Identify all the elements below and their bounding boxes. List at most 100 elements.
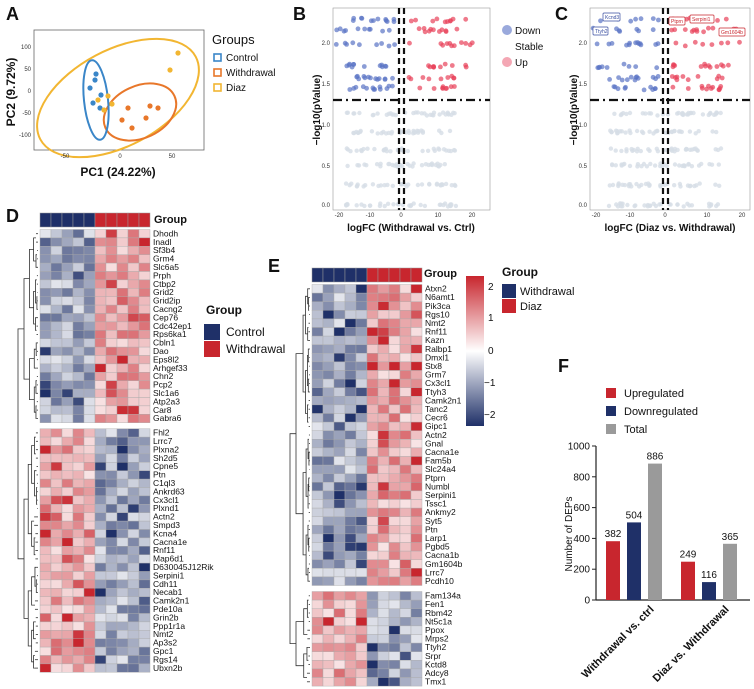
down-point (380, 28, 385, 34)
heatmap-cell (333, 499, 346, 509)
up-point (695, 74, 701, 79)
heatmap-d-legend-control-swatch (204, 324, 220, 340)
stable-point (627, 110, 633, 116)
gene-label: C1ql3 (153, 478, 175, 488)
heatmap-cell (50, 630, 63, 639)
heatmap-cell (377, 568, 390, 578)
heatmap-cell (83, 288, 96, 297)
heatmap-cell (39, 372, 52, 381)
heatmap-cell (366, 301, 379, 311)
down-point (619, 77, 625, 83)
heatmap-cell (366, 542, 379, 552)
down-point (654, 65, 660, 71)
pca-point (97, 105, 103, 111)
heatmap-cell (366, 677, 379, 687)
heatmap-cell (399, 482, 412, 492)
heatmap-cell (399, 525, 412, 535)
up-point (445, 75, 451, 80)
gene-label: Gpc1 (153, 646, 174, 656)
heatmap-cell (83, 663, 96, 673)
heatmap-cell (39, 554, 52, 564)
heatmap-cell (72, 646, 85, 656)
bar-legend-total-label: Total (624, 424, 647, 436)
heatmap-cell (127, 478, 140, 488)
heatmap-cell (322, 660, 335, 670)
heatmap-cell (311, 301, 324, 311)
heatmap-cell (39, 414, 52, 423)
heatmap-cell (377, 439, 390, 449)
heatmap-cell (138, 495, 151, 505)
heatmap-cell (72, 655, 85, 665)
gene-label: Grid2 (153, 287, 174, 297)
heatmap-cell (50, 313, 63, 323)
heatmap-cell (83, 546, 96, 555)
heatmap-cell (50, 397, 63, 407)
heatmap-cell (410, 404, 423, 414)
heatmap-cell (410, 387, 423, 397)
heatmap-cell (94, 529, 107, 539)
heatmap-cell (311, 353, 324, 363)
heatmap-cell (50, 428, 63, 438)
heatmap-d-legend-withdrawal-label: Withdrawal (226, 342, 285, 356)
down-point (333, 42, 339, 47)
heatmap-cell (105, 246, 118, 255)
dendrogram-branch (35, 579, 38, 593)
heatmap-cell (50, 388, 63, 398)
heatmap-cell (116, 428, 129, 438)
stable-point (607, 183, 612, 188)
heatmap-cell (72, 346, 85, 356)
stable-point (687, 203, 692, 208)
heatmap-cell (388, 499, 401, 509)
group-annotation-cell (388, 267, 401, 283)
heatmap-cell (39, 237, 52, 247)
heatmap-cell (333, 396, 346, 406)
heatmap-cell (127, 428, 140, 438)
heatmap-cell (39, 346, 52, 356)
heatmap-cell (138, 537, 151, 547)
stable-point (411, 110, 416, 116)
down-point (628, 18, 634, 24)
heatmap-cell (72, 279, 85, 289)
bar-value-label: 249 (680, 550, 697, 561)
stable-point (677, 163, 682, 168)
up-point (706, 83, 711, 89)
heatmap-cell (366, 353, 379, 363)
heatmap-cell (355, 660, 368, 670)
bar-legend-down-label: Downregulated (624, 406, 698, 418)
stable-point (608, 146, 614, 151)
heatmap-cell (61, 397, 74, 407)
heatmap-cell (61, 512, 74, 522)
group-annotation-cell (377, 267, 390, 283)
heatmap-cell (322, 396, 335, 406)
heatmap-cell (94, 330, 107, 339)
heatmap-cell (94, 363, 107, 373)
dendrogram-branch (307, 567, 309, 582)
heatmap-cell (127, 445, 140, 455)
down-point (391, 19, 397, 25)
heatmap-cell (61, 546, 74, 555)
gene-label: Pde10a (153, 604, 183, 614)
heatmap-cell (399, 473, 412, 483)
heatmap-cell (366, 608, 379, 618)
heatmap-cell (127, 279, 140, 289)
heatmap-cell (105, 638, 118, 648)
heatmap-cell (116, 462, 129, 471)
heatmap-cell (355, 413, 368, 423)
heatmap-cell (127, 453, 140, 463)
heatmap-cell (377, 499, 390, 509)
down-point (372, 87, 378, 92)
heatmap-cell (344, 430, 357, 440)
heatmap-cell (138, 554, 151, 564)
dendrogram-branch (307, 404, 309, 423)
heatmap-cell (72, 529, 85, 539)
gene-label: Cecr6 (425, 413, 448, 423)
volcano-c-xtick-1: -20 (592, 213, 601, 219)
down-point (384, 19, 390, 24)
heatmap-cell (410, 310, 423, 320)
gene-label: Tssc1 (425, 499, 447, 509)
control-ellipse (82, 59, 110, 141)
up-point (725, 40, 731, 46)
heatmap-cell (127, 237, 140, 247)
stable-point (686, 162, 691, 167)
pca-point (87, 85, 93, 91)
